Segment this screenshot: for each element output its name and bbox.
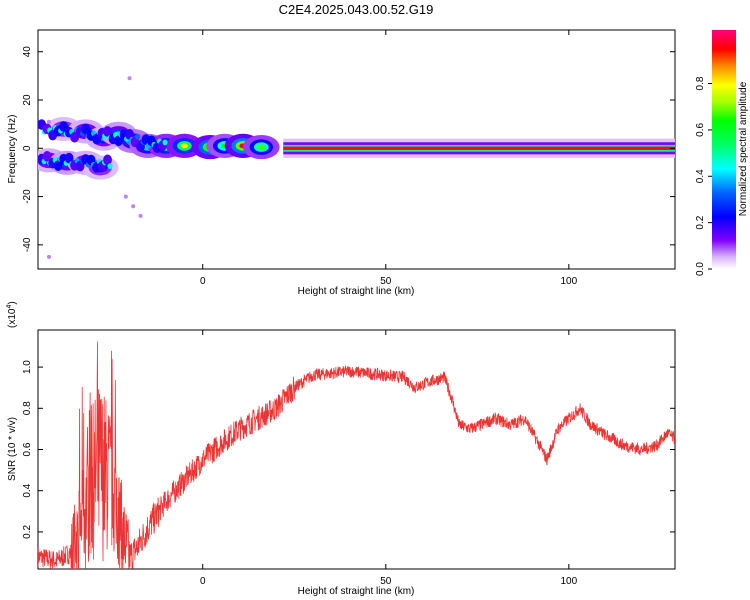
spectrogram-speckle [46, 254, 51, 259]
y-tick-label: 0.6 [22, 442, 33, 456]
snr-scale-exp: 4 [6, 305, 13, 309]
y-tick-label: 0.2 [22, 525, 33, 539]
colorbar: 0.0 0.2 0.4 0.6 0.8 Normalized spectral ampl… [695, 30, 749, 276]
spectrogram-cell [103, 126, 112, 137]
spectrogram-cell [162, 139, 168, 146]
y-tick-label: 0.8 [22, 401, 33, 415]
spectrogram-axes: 0 50 100 -40 -20 0 20 40 [22, 30, 675, 287]
figure-title: C2E4.2025.043.00.52.G19 [279, 2, 434, 17]
spectrogram-marks [38, 76, 675, 259]
svg-text:(x104): (x104) [6, 301, 18, 328]
y-tick-label: -20 [22, 189, 33, 204]
x-tick-label: 50 [380, 576, 392, 587]
y-tick-label: 40 [22, 46, 33, 58]
snr-y-label: SNR (10 * v/v) [7, 417, 18, 481]
x-tick-label: 0 [200, 576, 206, 587]
snr-x-label: Height of straight line (km) [298, 586, 415, 597]
spectrogram-speckle [131, 204, 136, 209]
spectrogram-x-label: Height of straight line (km) [298, 286, 415, 297]
snr-scale-note-text: (x10 [7, 308, 18, 328]
colorbar-tick-label: 0.0 [695, 262, 706, 276]
snr-scale-close: ) [7, 301, 18, 304]
snr-marks [38, 341, 675, 569]
spectrogram-cell [257, 144, 265, 150]
spectrogram-cell [180, 143, 189, 149]
spectrogram-speckle [123, 194, 128, 199]
spectrogram-band-core [283, 146, 675, 150]
colorbar-tick-label: 0.8 [695, 76, 706, 90]
colorbar-tick-label: 0.4 [695, 169, 706, 183]
spectrogram-cell [107, 163, 113, 170]
colorbar-tick-label: 0.6 [695, 123, 706, 137]
y-tick-label: 1.0 [22, 360, 33, 374]
spectrogram-cell [114, 135, 123, 147]
spectrogram-speckle [127, 76, 132, 81]
colorbar-label: Normalized spectral amplitude [738, 81, 749, 216]
snr-series-line [38, 341, 675, 569]
snr-axes: 0 50 100 0.2 0.4 0.6 0.8 1.0 [22, 330, 675, 587]
x-tick-label: 100 [560, 276, 577, 287]
colorbar-ticks: 0.0 0.2 0.4 0.6 0.8 [695, 76, 712, 276]
spectrogram-speckle [46, 119, 51, 124]
x-tick-label: 0 [200, 276, 206, 287]
y-tick-label: -40 [22, 237, 33, 252]
spectrogram-y-label: Frequency (Hz) [7, 115, 18, 184]
spectrogram-panel: 0 50 100 -40 -20 0 20 40 Height of straight lin… [7, 29, 676, 297]
spectrogram-cell [103, 154, 112, 166]
colorbar-tick-label: 0.2 [695, 215, 706, 229]
spectrogram-cell [42, 151, 52, 162]
x-tick-label: 100 [560, 576, 577, 587]
spectrogram-cell [64, 152, 74, 164]
spectrogram-cell [81, 123, 90, 135]
snr-scale-note: (x104) [6, 301, 18, 328]
y-tick-label: 0.4 [22, 483, 33, 497]
spectrogram-cell [135, 133, 141, 140]
colorbar-scale [712, 30, 736, 269]
spectrogram-speckle [138, 213, 143, 218]
y-tick-label: 0 [22, 145, 33, 151]
spectrogram-cell [53, 160, 63, 171]
snr-frame [37, 329, 676, 570]
y-tick-label: 20 [22, 94, 33, 106]
snr-panel: 0 50 100 0.2 0.4 0.6 0.8 1.0 Height of straight… [6, 301, 676, 597]
x-tick-label: 50 [380, 276, 392, 287]
